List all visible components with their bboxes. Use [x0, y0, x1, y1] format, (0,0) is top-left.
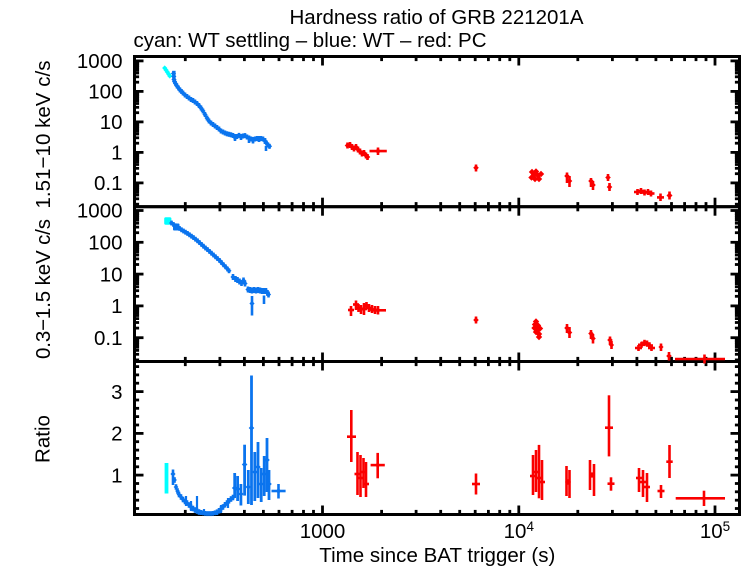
svg-text:0.3−1.5 keV c/s: 0.3−1.5 keV c/s	[32, 219, 55, 359]
svg-text:1000: 1000	[77, 200, 123, 223]
svg-text:2: 2	[111, 423, 122, 446]
svg-text:Hardness ratio of GRB 221201A: Hardness ratio of GRB 221201A	[290, 6, 584, 29]
svg-text:1: 1	[111, 142, 122, 165]
svg-text:1.51−10 keV c/s: 1.51−10 keV c/s	[32, 61, 55, 209]
svg-text:0.1: 0.1	[94, 327, 123, 350]
svg-text:10: 10	[100, 263, 123, 286]
svg-text:Time since BAT trigger (s): Time since BAT trigger (s)	[319, 544, 555, 566]
svg-text:1: 1	[111, 295, 122, 318]
svg-text:10: 10	[100, 111, 123, 134]
svg-text:100: 100	[88, 81, 122, 104]
svg-text:1000: 1000	[77, 50, 123, 73]
svg-text:0.1: 0.1	[94, 172, 123, 195]
svg-text:3: 3	[111, 381, 122, 404]
svg-text:Ratio: Ratio	[32, 415, 55, 463]
svg-text:cyan: WT settling – blue: WT –: cyan: WT settling – blue: WT – red: PC	[134, 29, 487, 52]
svg-text:1: 1	[111, 464, 122, 487]
svg-text:100: 100	[88, 232, 122, 255]
svg-text:1000: 1000	[300, 520, 346, 543]
